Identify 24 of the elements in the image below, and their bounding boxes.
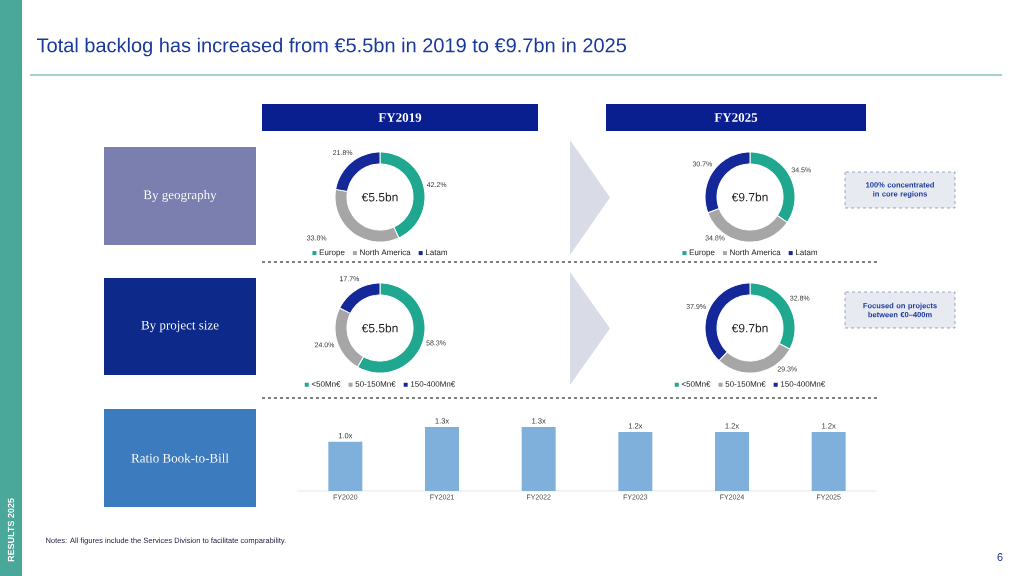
legend-label: 50-150Mn€: [725, 381, 766, 387]
legend-label: Europe: [319, 249, 345, 257]
text: €9.7bn: [731, 323, 768, 333]
text: €5.5bn: [361, 192, 398, 202]
legend-label: Latam: [426, 249, 448, 256]
text: RESULTS 2025: [7, 498, 15, 562]
legend-label: <50Mn€: [681, 381, 711, 387]
legend-label: 150-400Mn€: [410, 381, 456, 387]
legend-label: 50-150Mn€: [355, 381, 396, 387]
text: 6: [997, 553, 1003, 561]
text: Total backlog has increased from €5.5bn in 2019 to €9.7bn in 2025: [36, 37, 626, 57]
text: FY2019: [378, 113, 422, 122]
text: €5.5bn: [361, 323, 398, 333]
legend-label: <50Mn€: [311, 381, 341, 387]
text: By project size: [141, 320, 219, 333]
legend-label: Latam: [796, 249, 818, 256]
text: Ratio Book-to-Bill: [131, 453, 229, 463]
text: By geography: [143, 190, 217, 202]
text: €9.7bn: [731, 192, 768, 202]
legend-label: North America: [360, 249, 411, 256]
text: FY2025: [714, 113, 758, 122]
legend-label: 150-400Mn€: [780, 381, 826, 387]
legend-label: North America: [730, 249, 781, 256]
legend-label: Europe: [689, 249, 715, 257]
